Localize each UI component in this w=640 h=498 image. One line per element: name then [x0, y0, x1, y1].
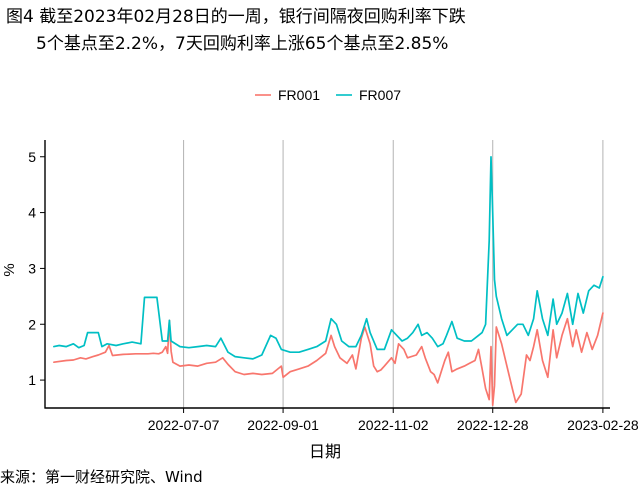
x-tick-label-3: 2022-12-28 [457, 417, 529, 433]
y-tick-label-0: 1 [28, 372, 36, 388]
x-axis-title: 日期 [309, 443, 341, 461]
series-lines [53, 155, 604, 407]
series-line-fr001 [53, 312, 604, 407]
line-chart: 1 2 3 4 5 2022-07-07 2022-09-01 2022-11-02 2022-… [1, 140, 639, 461]
series-line-fr007 [53, 155, 604, 360]
legend-label-fr007: FR007 [359, 87, 401, 103]
y-tick-label-3: 4 [28, 205, 36, 221]
y-tick-label-4: 5 [28, 149, 36, 165]
legend-label-fr001: FR001 [278, 87, 320, 103]
y-axis-title: % [1, 263, 18, 276]
title-line-2: 5个基点至2.2%，7天回购利率上涨65个基点至2.85% [36, 34, 449, 54]
legend: FR001 FR007 [255, 87, 401, 103]
legend-item-fr001: FR001 [255, 87, 320, 103]
x-tick-label-2: 2022-11-02 [358, 417, 429, 433]
axes: 1 2 3 4 5 2022-07-07 2022-09-01 2022-11-02 2022-… [28, 140, 639, 433]
grid [183, 140, 604, 408]
y-tick-label-1: 2 [28, 316, 36, 332]
chart-title: 图4 截至2023年02月28日的一周，银行间隔夜回购利率下跌 5个基点至2.2… [6, 4, 636, 58]
source-note: 来源：第一财经研究院、Wind [0, 468, 203, 486]
x-tick-label-1: 2022-09-01 [247, 417, 319, 433]
y-tick-label-2: 3 [28, 260, 36, 276]
title-line-1: 图4 截至2023年02月28日的一周，银行间隔夜回购利率下跌 [6, 7, 466, 27]
x-tick-label-0: 2022-07-07 [148, 417, 220, 433]
legend-item-fr007: FR007 [336, 87, 401, 103]
x-tick-label-4: 2023-02-28 [567, 417, 639, 433]
